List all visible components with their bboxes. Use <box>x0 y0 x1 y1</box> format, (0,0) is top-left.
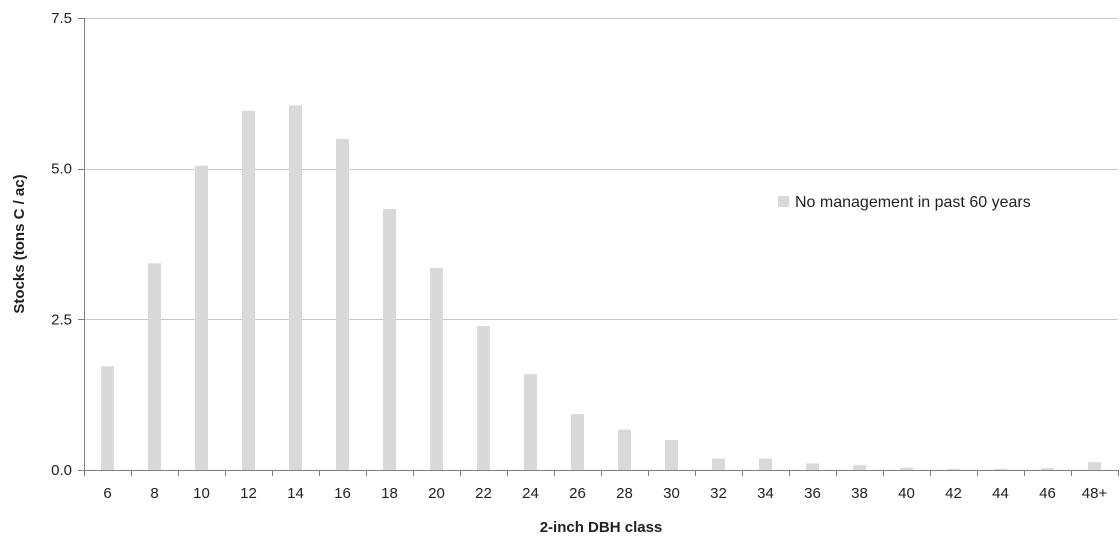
x-tick-label-34: 34 <box>757 485 774 502</box>
x-tick-label-48+: 48+ <box>1082 485 1108 502</box>
bar-14 <box>289 105 302 471</box>
bar-48+ <box>1088 462 1101 470</box>
x-tick-label-44: 44 <box>992 485 1009 502</box>
bar-40 <box>900 467 913 470</box>
legend-label: No management in past 60 years <box>795 194 1031 211</box>
x-tick-label-26: 26 <box>569 485 586 502</box>
y-axis-title: Stocks (tons C / ac) <box>11 174 28 313</box>
bar-42 <box>947 468 960 470</box>
x-tick-label-20: 20 <box>428 485 445 502</box>
x-tick-label-28: 28 <box>616 485 633 502</box>
bar-32 <box>712 458 725 470</box>
x-tick-label-8: 8 <box>150 485 158 502</box>
x-tick-label-14: 14 <box>287 485 304 502</box>
x-tick-label-32: 32 <box>710 485 727 502</box>
bar-24 <box>524 374 537 470</box>
x-tick-label-6: 6 <box>103 485 111 502</box>
bar-26 <box>571 414 584 470</box>
gridlines <box>84 18 1118 320</box>
x-axis-title: 2-inch DBH class <box>540 519 663 536</box>
bar-44 <box>994 468 1007 470</box>
x-tick-label-22: 22 <box>475 485 492 502</box>
x-tick-label-16: 16 <box>334 485 351 502</box>
bar-46 <box>1041 468 1054 470</box>
x-tick-label-36: 36 <box>804 485 821 502</box>
bar-16 <box>336 139 349 470</box>
x-tick-label-30: 30 <box>663 485 680 502</box>
x-tick-label-40: 40 <box>898 485 915 502</box>
x-tick-label-10: 10 <box>193 485 210 502</box>
bar-8 <box>148 263 161 470</box>
legend-swatch <box>778 196 789 207</box>
x-tick-label-46: 46 <box>1039 485 1056 502</box>
bars <box>101 105 1101 471</box>
bar-28 <box>618 429 631 470</box>
x-tick-label-24: 24 <box>522 485 539 502</box>
bar-20 <box>430 268 443 470</box>
bar-38 <box>853 465 866 470</box>
y-tick-label-2: 5.0 <box>51 161 72 178</box>
bar-10 <box>195 165 208 470</box>
x-tick-label-18: 18 <box>381 485 398 502</box>
x-tick-label-38: 38 <box>851 485 868 502</box>
x-tick-label-12: 12 <box>240 485 257 502</box>
legend: No management in past 60 years <box>778 194 1031 211</box>
y-tick-label-0: 0.0 <box>51 462 72 479</box>
x-tick-labels: 6 8 10 12 14 16 18 20 22 24 26 28 30 32 34 36 38 40 42 44 46… <box>103 485 1107 502</box>
bar-30 <box>665 439 678 470</box>
y-tick-label-1: 2.5 <box>51 311 72 328</box>
bar-34 <box>759 458 772 470</box>
bar-22 <box>477 326 490 470</box>
axes <box>78 18 1119 476</box>
bar-18 <box>383 209 396 470</box>
bar-36 <box>806 463 819 470</box>
bar-12 <box>242 110 255 471</box>
y-tick-labels: 0.0 2.5 5.0 7.5 <box>51 10 72 479</box>
y-tick-label-3: 7.5 <box>51 10 72 27</box>
x-tick-label-42: 42 <box>945 485 962 502</box>
bar-6 <box>101 366 114 470</box>
